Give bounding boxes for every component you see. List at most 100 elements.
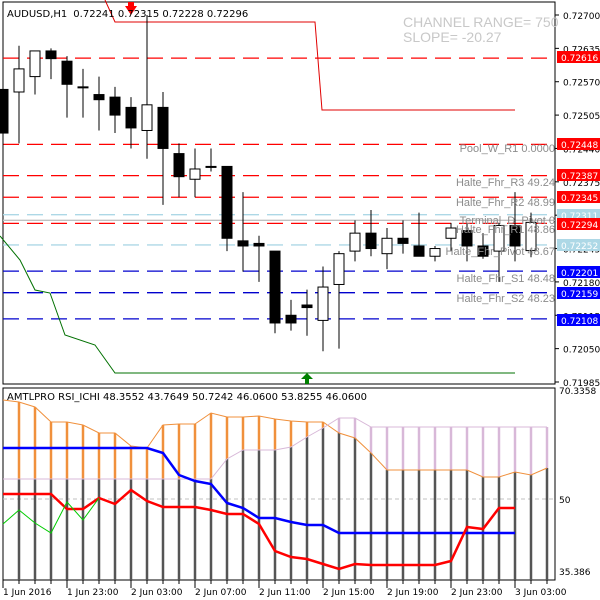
candle — [429, 248, 441, 257]
red-line — [3, 488, 515, 571]
main-panel[interactable] — [2, 1, 556, 385]
price-tick-label: 0.72505 — [563, 112, 600, 122]
time-tick-label: 3 Jun 03:00 — [515, 588, 567, 598]
rsi-tick-label: 50 — [559, 496, 571, 506]
candle — [461, 230, 473, 247]
price-tag — [557, 51, 600, 63]
symbol-ohlc-header: AUDUSD,H1 0.72241 0.72315 0.72228 0.72296 — [7, 9, 248, 20]
svg-text:0.72294: 0.72294 — [561, 221, 598, 231]
candle — [61, 60, 73, 85]
svg-text:0.72159: 0.72159 — [561, 290, 598, 300]
price-tag — [557, 191, 600, 203]
candle — [253, 242, 265, 247]
time-tick-label: 2 Jun 15:00 — [323, 588, 375, 598]
svg-text:0.72108: 0.72108 — [561, 317, 598, 327]
candle — [445, 227, 457, 239]
candle — [141, 104, 153, 131]
candle — [317, 286, 329, 321]
channel-lower-line — [0, 235, 515, 374]
svg-text:0.72311: 0.72311 — [561, 212, 598, 222]
candle — [29, 50, 41, 78]
svg-text:0.72387: 0.72387 — [561, 172, 598, 182]
candle — [477, 245, 489, 257]
price-tags: 0.726160.724480.723870.723450.723110.722… — [557, 51, 600, 327]
candle — [269, 250, 281, 324]
time-tick-label: 2 Jun 07:00 — [195, 588, 247, 598]
price-tick-label: 0.72180 — [563, 279, 600, 289]
candle — [397, 237, 409, 244]
svg-text:0.72345: 0.72345 — [561, 194, 598, 204]
candle — [493, 224, 505, 252]
channel-range-label: CHANNEL RANGE= 750 — [403, 14, 559, 30]
price-tag — [557, 218, 600, 230]
time-tick-label: 2 Jun 19:00 — [387, 588, 439, 598]
price-tag — [557, 239, 600, 251]
level-label: Halte_Fhr_S1 48.48 — [457, 273, 555, 285]
candle — [413, 245, 425, 257]
signal-arrows — [125, 2, 313, 384]
svg-text:0.72252: 0.72252 — [561, 242, 598, 252]
level-label: Halte_Fhr_S2 48.23 — [457, 293, 555, 305]
level-label: Halte_Fhr_Pivot 48.67 — [446, 246, 555, 258]
price-tag — [557, 169, 600, 181]
buy-arrow-icon — [301, 373, 313, 384]
time-tick-label: 2 Jun 23:00 — [451, 588, 503, 598]
channel-upper-line — [104, 0, 515, 111]
candle — [173, 153, 185, 178]
price-tag — [557, 314, 600, 326]
candle — [285, 314, 297, 324]
rsi-ichi-plot: 70.3358 50 35.386 — [2, 387, 596, 580]
regression-channel — [0, 0, 515, 374]
candle — [381, 237, 393, 255]
level-label: Pool_W_R1 0.0000 — [460, 143, 555, 155]
candle — [349, 232, 361, 252]
orange-cloud-line — [2, 399, 548, 478]
rsi-tick-label: 35.386 — [559, 568, 591, 578]
candle — [0, 88, 9, 134]
sell-arrow-icon — [125, 2, 137, 15]
price-tick-label: 0.72440 — [563, 145, 600, 155]
time-tick-label: 1 Jun 23:00 — [67, 588, 119, 598]
price-tick-label: 0.72050 — [563, 346, 600, 356]
price-tick-label: 0.72700 — [563, 12, 600, 22]
price-tick-label: 0.72635 — [563, 45, 600, 55]
candle — [301, 304, 313, 309]
svg-text:0.72448: 0.72448 — [561, 141, 598, 151]
candle — [509, 224, 521, 247]
candle — [125, 106, 137, 129]
candle — [525, 221, 537, 252]
candle — [365, 232, 377, 250]
candle — [77, 86, 89, 89]
pink-cloud-line — [3, 417, 547, 480]
rsi-tick-label: 70.3358 — [559, 387, 596, 397]
candle — [333, 253, 345, 285]
candle — [93, 94, 105, 101]
blue-line — [3, 446, 515, 535]
price-tick-label: 0.71985 — [563, 379, 600, 389]
time-tick-label: 2 Jun 11:00 — [259, 588, 311, 598]
candle — [109, 96, 121, 116]
indicator-header: AMTLPRO RSI_ICHI 48.3552 43.7649 50.7242… — [7, 392, 367, 403]
svg-text:0.72616: 0.72616 — [561, 54, 598, 64]
level-label: Halte_Fhr_R3 49.24 — [456, 177, 555, 189]
candle — [237, 240, 249, 247]
time-axis[interactable]: 1 Jun 2016 1 Jun 23:00 2 Jun 03:00 2 Jun 07… — [2, 580, 567, 598]
price-tag — [557, 287, 600, 299]
candle — [157, 106, 169, 149]
candle — [189, 168, 201, 180]
green-line — [2, 497, 100, 534]
level-label: Halte_Fhr_R1 48.86 — [456, 224, 555, 236]
time-tick-label: 1 Jun 2016 — [3, 588, 52, 598]
level-label: Halte_Fhr_R2 48.99 — [456, 197, 555, 209]
candle — [45, 50, 57, 60]
candlesticks — [0, 15, 537, 352]
candle — [13, 68, 25, 93]
slope-label: SLOPE= -20.27 — [403, 29, 502, 45]
svg-text:0.72201: 0.72201 — [561, 269, 598, 279]
time-tick-label: 2 Jun 03:00 — [131, 588, 183, 598]
candle — [221, 165, 233, 239]
level-label: Terminal_D_Pivot 0 — [460, 215, 555, 227]
price-tick-label: 0.72570 — [563, 79, 600, 89]
candle — [205, 165, 217, 168]
